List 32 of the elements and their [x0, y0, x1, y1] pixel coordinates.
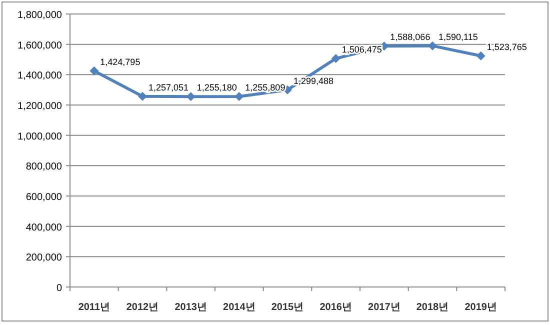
y-tick-label: 1,400,000: [18, 70, 62, 82]
data-label: 1,590,115: [438, 32, 478, 42]
data-label: 1,255,180: [196, 82, 237, 93]
point: [428, 41, 437, 50]
point: [234, 92, 244, 102]
point: [331, 54, 340, 64]
x-tick-label: 2015년: [271, 302, 304, 313]
x-tick-label: 2019년: [464, 302, 497, 313]
x-tick-label: 2013년: [174, 302, 207, 313]
x-tick-label: 2014년: [223, 302, 256, 313]
y-tick-label: 1,200,000: [18, 101, 62, 112]
data-label: 1,523,765: [486, 42, 527, 52]
point: [138, 92, 147, 101]
x-tick-label: 2011년: [78, 302, 110, 313]
data-label: 1,424,795: [100, 56, 140, 67]
data-label: 1,588,066: [390, 32, 430, 42]
y-tick-label: 200,000: [26, 252, 62, 264]
data-label: 1,257,051: [148, 82, 189, 92]
point: [90, 66, 99, 76]
y-tick-label: 600,000: [26, 192, 62, 203]
point: [476, 51, 486, 60]
x-tick-label: 2017년: [368, 302, 400, 313]
y-tick-label: 800,000: [26, 162, 62, 173]
y-tick-label: 0: [56, 283, 62, 294]
y-tick-label: 1,600,000: [18, 40, 62, 52]
x-tick-label: 2018년: [416, 302, 449, 313]
y-tick-label: 1,000,000: [18, 131, 62, 142]
x-tick-label: 2012년: [126, 302, 159, 313]
y-tick-label: 400,000: [26, 222, 62, 234]
data-label: 1,255,809: [245, 82, 286, 93]
x-tick-label: 2016년: [320, 302, 352, 313]
y-tick-label: 1,800,000: [18, 10, 62, 21]
